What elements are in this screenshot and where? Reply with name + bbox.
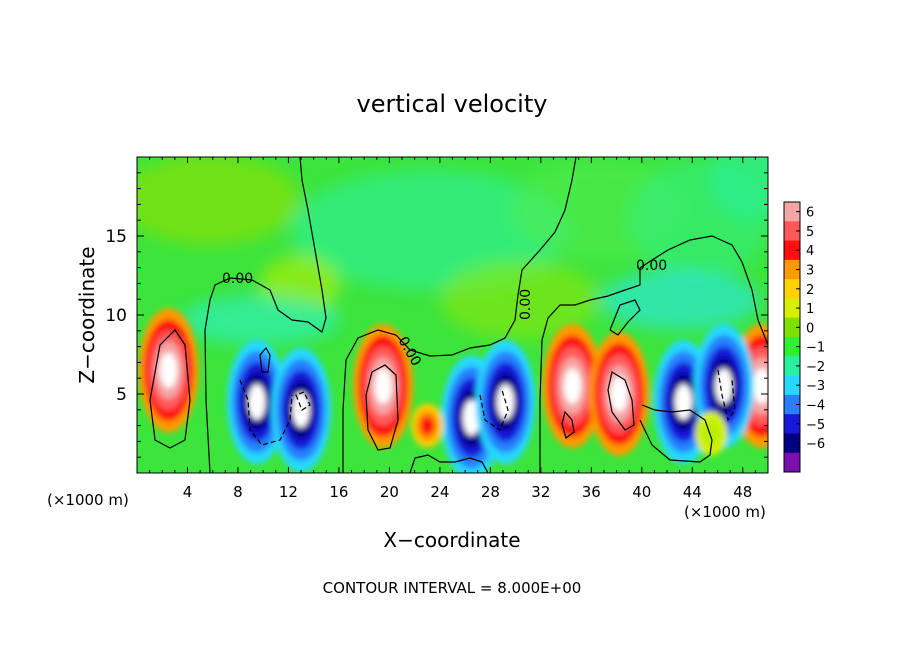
y-tick-label: 10 [105, 306, 127, 326]
data-cell-ring [374, 368, 392, 404]
colorbar-label: −3 [806, 379, 825, 394]
data-cell-ring [715, 368, 733, 404]
colorbar-label: −5 [806, 418, 825, 433]
colorbar: 6 5 4 3 2 1 0 −1 −2 −3 −4 −5 −6 [783, 201, 825, 473]
contour-zero-mid [342, 157, 577, 473]
contour-zero-inner [609, 299, 641, 336]
colorbar-swatch [784, 375, 800, 396]
contour-pos-3 [607, 371, 635, 431]
colorbar-label: −4 [806, 399, 825, 414]
x-tick-label: 40 [632, 483, 651, 501]
colorbar-swatch [784, 298, 800, 319]
upper-field [137, 157, 768, 345]
contour-label: 0.00 [636, 258, 667, 274]
x-axis-label: X−coordinate [383, 528, 520, 552]
colorbar-swatch [784, 279, 800, 299]
contour-pos-4 [561, 410, 575, 440]
cell-layer [138, 308, 768, 473]
colorbar-swatch [784, 221, 800, 242]
x-tick-label: 12 [279, 483, 298, 501]
colorbar-swatch [784, 433, 800, 454]
data-cell-ring [753, 368, 768, 404]
chart-title: vertical velocity [357, 90, 548, 118]
data-cell [542, 324, 603, 449]
y-tick-label: 15 [105, 227, 127, 247]
data-cell [138, 308, 199, 433]
colorbar-swatch [784, 414, 800, 434]
colorbar-label: −1 [806, 341, 825, 356]
colorbar-label: −6 [806, 437, 825, 452]
contour-zero-low [639, 404, 713, 463]
colorbar-swatch [784, 259, 800, 280]
contour-lines [149, 157, 768, 473]
data-cell [411, 403, 444, 448]
x-axis: 4 8 12 16 20 24 28 32 36 40 44 48 [149, 157, 756, 501]
data-cell [226, 339, 287, 464]
contour-label: 0.00 [518, 289, 534, 320]
colorbar-label: 5 [806, 225, 814, 240]
x-tick-label: 48 [733, 483, 752, 501]
x-tick-label: 16 [329, 483, 348, 501]
colorbar-frame [783, 201, 801, 473]
colorbar-swatch [784, 356, 800, 377]
plot-area [137, 157, 768, 473]
colorbar-label: 6 [806, 206, 814, 221]
colorbar-swatch [784, 394, 800, 415]
data-cell [589, 332, 650, 456]
x-unit-label-left: (×1000 m) [47, 491, 129, 509]
y-axis-label: Z−coordinate [75, 246, 99, 383]
data-cell-ring [674, 384, 693, 420]
colorbar-swatch [784, 202, 800, 222]
y-axis: 5 10 15 [105, 172, 768, 458]
contour-pos-2 [365, 364, 399, 451]
x-tick-label: 8 [233, 483, 243, 501]
contour-neg-2 [479, 389, 509, 431]
contour-neg-4 [295, 391, 311, 411]
data-cell [271, 347, 332, 472]
data-cell-ring [420, 415, 435, 436]
contour-pos-1 [149, 329, 191, 449]
contour-zero-right [539, 235, 768, 473]
contour-neg-3 [717, 369, 736, 422]
colorbar-label: −2 [806, 360, 825, 375]
contour-zero-left [204, 157, 327, 473]
contour-pos-5 [259, 346, 271, 373]
x-tick-label: 28 [481, 483, 500, 501]
colorbar-label: 1 [806, 302, 814, 317]
x-tick-label: 32 [531, 483, 550, 501]
data-cell [353, 324, 414, 449]
colorbar-label: 0 [806, 321, 814, 336]
contour-label: 0.00 [222, 271, 253, 287]
colorbar-swatch [784, 452, 800, 473]
colorbar-swatch [784, 240, 800, 261]
colorbar-label: 3 [806, 264, 814, 279]
data-cell-ring [292, 392, 310, 428]
colorbar-label: 2 [806, 283, 814, 298]
data-cell [695, 411, 728, 456]
contour-interval-footer: CONTOUR INTERVAL = 8.000E+00 [323, 579, 582, 597]
x-tick-label: 24 [430, 483, 449, 501]
x-tick-label: 36 [582, 483, 601, 501]
contour-zero-bottom [409, 454, 489, 473]
colorbar-swatch [784, 337, 800, 357]
data-cell-ring [563, 368, 581, 404]
data-cell-ring [701, 419, 722, 448]
data-cell-ring [248, 384, 266, 420]
x-unit-label-right: (×1000 m) [684, 503, 766, 521]
x-tick-label: 4 [183, 483, 193, 501]
y-tick-label: 5 [116, 385, 127, 405]
colorbar-swatch [784, 317, 800, 338]
data-cell-ring [159, 352, 178, 389]
data-cell-ring [610, 376, 628, 412]
x-tick-label: 44 [683, 483, 702, 501]
colorbar-label: 4 [806, 244, 814, 259]
x-tick-label: 20 [380, 483, 399, 501]
